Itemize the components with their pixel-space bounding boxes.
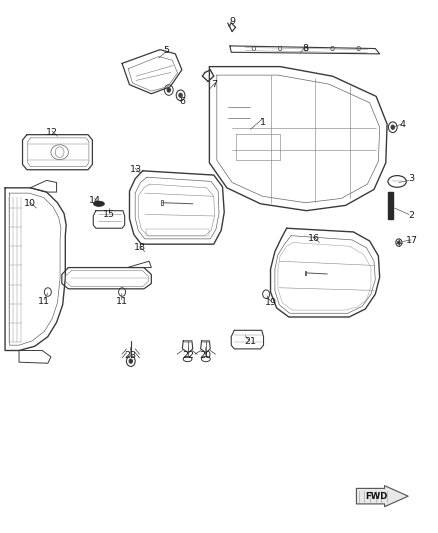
Text: 3: 3: [408, 174, 414, 183]
Text: 20: 20: [199, 351, 211, 360]
Text: 4: 4: [399, 119, 406, 128]
Text: 11: 11: [39, 296, 50, 305]
Text: 9: 9: [229, 18, 235, 27]
Text: 1: 1: [260, 118, 266, 127]
Text: 10: 10: [25, 199, 36, 208]
Text: 12: 12: [46, 128, 58, 137]
Text: FWD: FWD: [365, 491, 388, 500]
Text: 5: 5: [164, 46, 170, 55]
Text: 15: 15: [103, 210, 115, 219]
Ellipse shape: [93, 201, 104, 206]
Polygon shape: [389, 192, 393, 219]
Text: 11: 11: [116, 296, 128, 305]
Text: 6: 6: [179, 97, 185, 106]
Text: 2: 2: [408, 212, 414, 221]
Text: 19: 19: [265, 298, 277, 307]
Text: 17: 17: [406, 237, 418, 246]
Text: 23: 23: [125, 351, 137, 360]
Text: 7: 7: [212, 80, 218, 89]
Text: 16: 16: [308, 235, 320, 244]
Circle shape: [129, 359, 133, 364]
Circle shape: [398, 241, 400, 244]
Text: 18: 18: [134, 244, 145, 253]
Polygon shape: [357, 486, 408, 507]
Circle shape: [391, 125, 395, 130]
Text: 8: 8: [303, 44, 308, 53]
Text: 13: 13: [130, 165, 142, 174]
Text: 14: 14: [88, 196, 101, 205]
Circle shape: [167, 88, 170, 92]
Text: 21: 21: [244, 337, 256, 346]
Circle shape: [179, 93, 182, 98]
Text: 22: 22: [183, 351, 194, 360]
